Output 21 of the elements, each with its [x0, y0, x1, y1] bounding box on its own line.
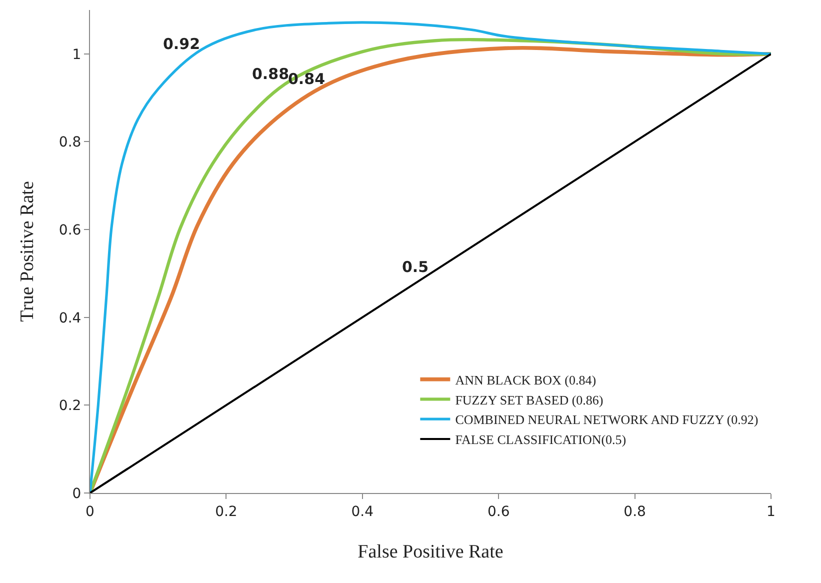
y-tick-label: 0.6	[58, 222, 82, 238]
x-tick-label: 0.4	[351, 504, 374, 520]
x-tick-label: 1	[766, 504, 776, 520]
y-tick-label: 1	[72, 46, 82, 63]
y-tick-label: 0.8	[58, 134, 82, 151]
y-tick-label: 0.2	[58, 398, 82, 414]
x-axis-title: False Positive Rate	[358, 542, 504, 563]
annotation: 0.5	[402, 258, 429, 276]
legend-label: FALSE CLASSIFICATION(0.5)	[455, 432, 626, 448]
x-tick-label: 0	[86, 504, 94, 520]
y-tick-label: 0	[72, 486, 82, 502]
y-axis-title: True Positive Rate	[16, 181, 38, 322]
x-tick-label: 0.6	[487, 504, 510, 520]
x-tick-label: 0.8	[624, 504, 646, 520]
annotation: 0.88	[252, 65, 290, 83]
annotation: 0.92	[163, 35, 200, 53]
legend-label: FUZZY SET BASED (0.86)	[455, 392, 604, 408]
legend-label: COMBINED NEURAL NETWORK AND FUZZY (0.92)	[455, 412, 758, 428]
legend-label: ANN BLACK BOX (0.84)	[455, 372, 596, 388]
y-tick-label: 0.4	[58, 310, 82, 326]
x-tick-label: 0.2	[215, 504, 238, 520]
